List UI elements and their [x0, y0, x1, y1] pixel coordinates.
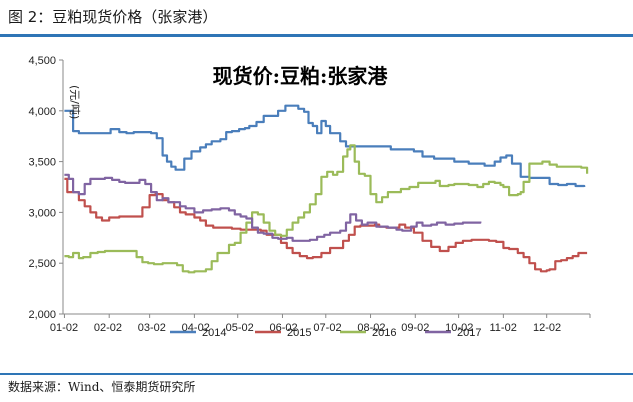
series-line-2016 — [64, 144, 589, 274]
line-chart: 2,000 2,500 3,000 3,500 4,000 4,500 01-02 02-02… — [28, 55, 591, 339]
y-tick-label: 3,000 — [28, 207, 56, 219]
x-tick-label: 11-02 — [490, 322, 517, 334]
x-tick-label: 10-02 — [445, 322, 473, 334]
x-tick-label: 09-02 — [401, 322, 429, 334]
chart-title: 现货价:豆粕:张家港 — [213, 64, 389, 88]
series-line-2017 — [64, 173, 482, 242]
series-line-2015 — [64, 177, 588, 273]
legend-label-2014: 2014 — [202, 327, 226, 339]
x-tick-label: 03-02 — [138, 322, 166, 334]
bottom-divider — [0, 373, 633, 375]
x-tick-label: 02-02 — [94, 322, 122, 334]
source-note: 数据来源：Wind、恒泰期货研究所 — [8, 380, 196, 394]
y-tick-label: 2,500 — [28, 258, 56, 270]
x-tick-label: 01-02 — [50, 322, 78, 334]
legend-label-2017: 2017 — [457, 327, 481, 339]
y-tick-label: 4,000 — [28, 106, 56, 118]
y-axis-unit: (元/吨) — [68, 85, 81, 119]
x-tick-label: 05-02 — [226, 322, 254, 334]
legend-label-2015: 2015 — [287, 327, 311, 339]
x-tick-label: 07-02 — [313, 322, 341, 334]
y-tick-label: 2,000 — [28, 309, 56, 321]
y-tick-label: 4,500 — [28, 55, 56, 67]
figure-title: 图 2：豆粕现货价格（张家港） — [8, 8, 218, 26]
series-line-2014 — [64, 104, 586, 188]
x-tick-label: 12-02 — [533, 322, 561, 334]
legend-label-2016: 2016 — [372, 327, 396, 339]
y-tick-label: 3,500 — [28, 157, 56, 169]
top-divider — [0, 34, 633, 37]
